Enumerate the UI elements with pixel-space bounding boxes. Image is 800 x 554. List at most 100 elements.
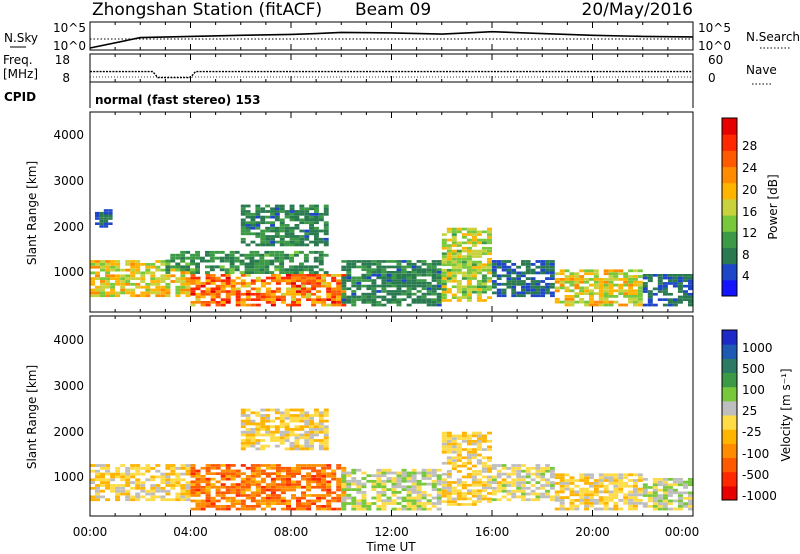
heat-cell [492, 478, 497, 482]
heat-cell [180, 271, 186, 275]
heat-cell [492, 475, 497, 479]
heat-cell [301, 287, 306, 291]
heat-cell [628, 280, 633, 284]
heat-cell [316, 496, 322, 500]
heat-cell [301, 485, 306, 489]
heat-cell [250, 494, 256, 497]
heat-cell [220, 496, 226, 500]
heat-cell [235, 301, 241, 304]
heat-cell [309, 240, 314, 244]
heat-cell [667, 279, 673, 283]
heat-cell [240, 279, 246, 283]
heat-cell [446, 461, 452, 465]
heat-cell [545, 282, 550, 286]
heat-cell [545, 489, 550, 493]
heat-cell [550, 282, 555, 286]
heat-cell [240, 207, 246, 211]
heat-cell [471, 503, 477, 506]
heat-cell [296, 505, 301, 508]
heat-cell [441, 279, 447, 283]
time-tick-0800: 08:00 [274, 525, 309, 539]
heat-cell [476, 470, 482, 473]
heat-cell [289, 243, 295, 247]
heat-cell [125, 282, 131, 286]
heat-cell [260, 496, 266, 500]
heat-cell [90, 280, 95, 283]
heat-cell [559, 272, 565, 276]
heat-cell [286, 483, 291, 486]
heat-cell [110, 484, 116, 487]
heat-cell [351, 502, 357, 505]
heat-cell [506, 472, 512, 476]
heat-cell [195, 262, 200, 266]
velocity-ytick-2000: 2000 [53, 425, 84, 439]
heat-cell [255, 298, 261, 301]
heat-cell [336, 287, 342, 291]
heat-cell [652, 292, 658, 296]
heat-cell [589, 269, 594, 273]
heat-cell [326, 298, 332, 301]
heat-cell [321, 274, 327, 277]
heat-cell [461, 497, 467, 501]
heat-cell [361, 502, 367, 505]
heat-cell [545, 481, 550, 484]
heat-cell [190, 271, 195, 274]
heat-cell [501, 291, 507, 295]
heat-cell [115, 495, 121, 499]
heat-cell [279, 422, 285, 426]
heat-cell [309, 433, 314, 437]
heat-cell [265, 494, 271, 497]
heat-cell [318, 414, 324, 417]
heat-cell [306, 502, 312, 505]
heat-cell [391, 292, 397, 296]
heat-cell [466, 461, 472, 465]
heat-cell [421, 284, 427, 288]
heat-cell [346, 265, 352, 269]
heat-cell [260, 243, 266, 247]
heat-cell [421, 468, 427, 472]
heat-cell [299, 416, 305, 420]
heat-cell [115, 277, 121, 280]
heat-cell [289, 447, 295, 451]
heat-cell [361, 507, 367, 511]
heat-cell [286, 505, 291, 508]
heat-cell [284, 447, 290, 451]
heat-cell [341, 295, 347, 299]
heat-cell [535, 486, 541, 490]
heat-cell [120, 274, 126, 278]
heat-cell [220, 472, 226, 475]
heat-cell [516, 265, 521, 269]
heat-cell [296, 496, 301, 500]
heat-cell [279, 226, 285, 230]
power-cbar-label: Power [dB] [766, 174, 780, 239]
heat-cell [525, 492, 531, 496]
heat-cell [618, 490, 624, 494]
heat-cell [180, 274, 186, 278]
heat-cell [598, 283, 604, 287]
heat-cell [274, 229, 280, 233]
heat-cell [506, 492, 512, 496]
heat-cell [296, 301, 301, 304]
heat-cell [446, 481, 452, 484]
heat-cell [525, 268, 531, 272]
heat-cell [476, 478, 482, 482]
heat-cell [550, 484, 555, 487]
heat-cell [481, 266, 487, 269]
heat-cell [308, 265, 314, 269]
heat-cell [506, 285, 512, 289]
heat-cell [311, 466, 317, 470]
heat-cell [235, 469, 241, 473]
heat-cell [205, 282, 211, 285]
heat-cell [618, 269, 624, 273]
heat-cell [481, 279, 487, 283]
heat-cell [461, 448, 467, 451]
heat-cell [190, 259, 195, 263]
heat-cell [270, 229, 275, 233]
heat-cell [356, 279, 362, 282]
heat-cell [205, 279, 211, 283]
heat-cell [284, 256, 289, 260]
heat-cell [396, 507, 402, 511]
heat-cell [677, 298, 683, 301]
heat-cell [608, 275, 614, 278]
heat-cell [492, 291, 497, 295]
